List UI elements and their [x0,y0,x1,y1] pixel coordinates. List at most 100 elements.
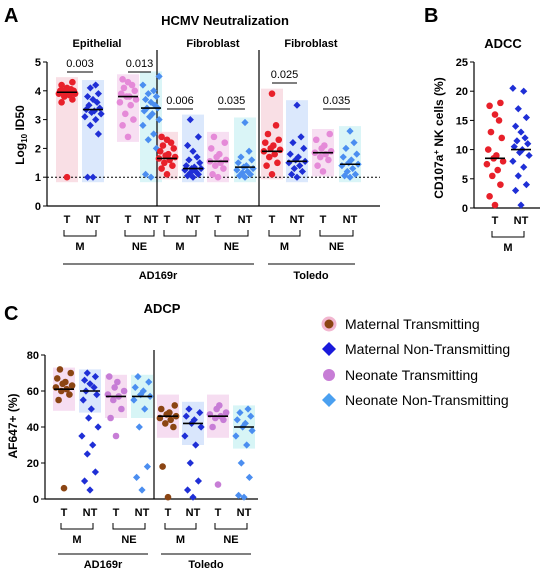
panel-a-p-value: 0.035 [323,95,351,107]
panel-c-y-tick-label: 60 [27,386,39,398]
panel-a-data-point [86,84,94,92]
panel-c-data-point [181,432,189,440]
panel-a-data-point [276,146,284,154]
panel-c-data-point [79,396,87,404]
panel-c-group-label: M [72,534,81,546]
panel-c-data-point [233,416,241,424]
panel-a-data-point [152,92,160,101]
panel-b-y-tick-label: 10 [456,145,468,157]
panel-a-group-bracket [319,230,354,237]
panel-a-data-point [214,173,222,181]
panel-c-strain-label: Toledo [188,559,224,570]
panel-a-data-point [131,87,139,95]
panel-c-ylabel: AF647+ (%) [6,393,20,458]
panel-c-data-point [66,391,73,398]
panel-b-ylabel-rest: NK cells (%) [432,77,446,150]
panel-a-data-point [294,153,302,161]
panel-a-data-point [261,139,269,146]
panel-b-data-point [520,163,528,171]
legend-item-neonate-transmitting: Neonate Transmitting [323,367,478,383]
panel-c-data-point [189,493,197,501]
panel-a-data-point [293,173,301,181]
panel-c-data-point [86,486,94,494]
panel-a-data-point [148,110,156,118]
panel-a-data-point [286,150,294,158]
panel-a-y-tick-label: 2 [35,143,41,155]
panel-b-data-point [524,140,532,148]
panel-a-group-background [234,117,256,183]
panel-a-data-point [155,72,163,80]
panel-c-x-tick-label: NT [186,507,201,519]
panel-a-data-point [85,101,93,109]
panel-a-p-value: 0.025 [271,69,299,81]
panel-a-data-point [165,150,172,158]
panel-c-data-point [89,441,97,449]
panel-a-data-point [96,104,104,112]
panel-c-group-bracket [112,523,146,530]
panel-a-data-point [266,153,273,161]
panel-a-data-point [92,81,100,89]
panel-c-y-tick-label: 20 [27,458,39,470]
panel-c-data-point [182,412,190,420]
panel-a-x-tick-label: NT [186,214,201,226]
panel-a-data-point [185,156,193,164]
panel-a-data-point [119,75,126,83]
panel-a-data-point [150,130,158,138]
panel-a-data-point [132,96,140,103]
panel-c-data-point [143,463,151,471]
panel-a-data-point [127,101,134,109]
panel-c-x-tick-label: NT [237,507,252,519]
panel-c-title: ADCP [144,301,181,316]
panel-b-data-point [514,105,522,113]
panel-a-data-point [63,173,71,181]
panel-a-data-point [124,78,132,86]
panel-a-x-tick-label: T [269,214,276,226]
panel-a-data-point [263,162,270,169]
panel-a-data-point [275,136,283,144]
panel-a-ylabel-sub: 10 [20,133,29,142]
panel-c-data-point [110,396,117,404]
panel-c-data-point [197,423,205,431]
panel-a-section-label: Epithelial [73,38,122,50]
panel-c-data-point [167,416,174,424]
panel-a-group-label: NE [224,241,239,253]
panel-c-data-point [93,391,101,399]
panel-a-data-point [349,164,357,173]
panel-c-data-point [214,481,222,488]
legend-marker-blue-diamond [322,342,336,356]
panel-a-data-point [89,95,97,104]
panel-a-data-point [285,159,293,167]
panel-c-data-point [135,423,143,431]
panel-a-data-point [342,144,350,152]
panel-a-data-point [264,130,272,138]
panel-b-data-point [497,99,504,107]
panel-b-data-point [499,157,507,165]
panel-a-x-tick-label: NT [238,214,253,226]
panel-a-y-tick-label: 0 [35,201,41,213]
panel-a-data-point [346,173,354,181]
panel-c-data-point [243,441,251,449]
panel-a-data-point [84,92,92,101]
panel-c-data-point [81,376,89,384]
legend-marker-purple-circle [323,369,335,381]
panel-a-x-tick-label: T [164,214,171,226]
panel-c-data-point [133,473,141,481]
panel-b-y-tick-label: 20 [456,86,468,98]
panel-a-data-point [234,159,242,167]
panel-a-data-point [207,145,215,152]
panel-c-data-point [196,409,204,417]
panel-b-data-point [525,151,533,160]
panel-a-data-point [184,141,192,150]
panel-a-data-point [89,173,97,181]
panel-b-data-point [486,193,493,200]
panel-a-section-label: Fibroblast [186,38,240,50]
panel-c-data-point [171,402,179,409]
panel-c-data-point [83,369,91,377]
panel-b-data-point [489,172,496,180]
panel-c-group-label: NE [121,534,136,546]
panel-c-group-label: M [176,534,185,546]
panel-c-data-point [78,432,86,440]
panel-a-data-point [81,113,89,121]
panel-a-group-background [286,100,308,183]
panel-c-data-point [139,387,147,395]
